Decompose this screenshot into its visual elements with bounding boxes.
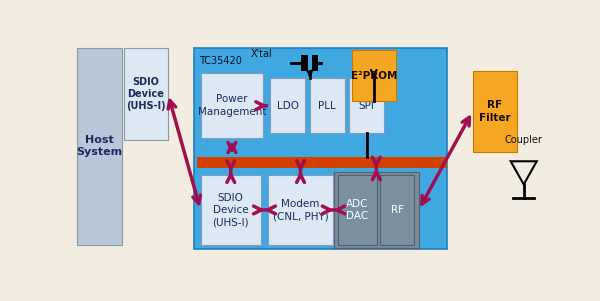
FancyBboxPatch shape — [200, 73, 263, 138]
Text: X'tal: X'tal — [251, 48, 272, 58]
FancyBboxPatch shape — [334, 172, 419, 248]
FancyBboxPatch shape — [77, 48, 121, 245]
Bar — [197, 157, 447, 168]
FancyBboxPatch shape — [473, 71, 517, 152]
Text: SDIO
Device
(UHS-I): SDIO Device (UHS-I) — [212, 193, 249, 227]
Text: SDIO
Device
(UHS-I): SDIO Device (UHS-I) — [126, 77, 166, 111]
Text: RF: RF — [391, 205, 404, 215]
Text: TC35420: TC35420 — [199, 56, 242, 66]
FancyBboxPatch shape — [194, 48, 447, 249]
Text: PLL: PLL — [319, 101, 336, 111]
Text: LDO: LDO — [277, 101, 299, 111]
Bar — [301, 55, 308, 71]
FancyBboxPatch shape — [124, 48, 168, 140]
FancyBboxPatch shape — [200, 175, 261, 245]
Text: RF
Filter: RF Filter — [479, 100, 511, 123]
Bar — [311, 55, 318, 71]
Text: E²PROM: E²PROM — [350, 70, 397, 81]
Text: Host
System: Host System — [76, 135, 122, 157]
FancyBboxPatch shape — [338, 175, 377, 245]
Text: ADC
DAC: ADC DAC — [346, 199, 369, 221]
Text: Coupler: Coupler — [505, 135, 542, 145]
FancyBboxPatch shape — [310, 78, 344, 133]
FancyBboxPatch shape — [268, 175, 333, 245]
FancyBboxPatch shape — [270, 78, 305, 133]
Text: Power
Management: Power Management — [197, 95, 266, 117]
Text: SPI: SPI — [359, 101, 375, 111]
FancyBboxPatch shape — [352, 50, 396, 101]
FancyBboxPatch shape — [349, 78, 384, 133]
Text: Modem
(CNL, PHY): Modem (CNL, PHY) — [272, 199, 328, 221]
FancyBboxPatch shape — [380, 175, 415, 245]
